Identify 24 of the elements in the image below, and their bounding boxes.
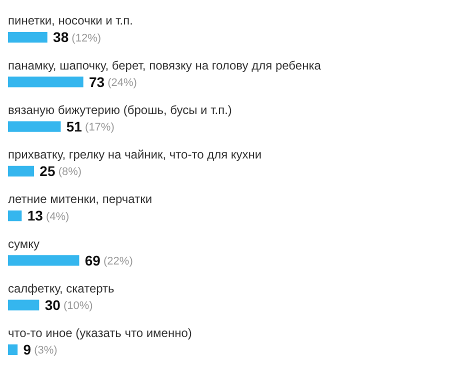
y-tick-label: что-то иное (указать что именно)	[8, 326, 192, 340]
data-label: 13 (4%)	[27, 208, 70, 224]
y-tick-label: сумку	[8, 236, 40, 251]
y-tick-label: вязаную бижутерию (брошь, бусы и т.п.)	[8, 102, 232, 117]
data-label: 38 (12%)	[53, 29, 102, 46]
data-label: 73 (24%)	[89, 74, 137, 90]
bar	[8, 344, 18, 356]
bar	[8, 300, 40, 310]
bar	[8, 121, 61, 132]
data-label: 30 (10%)	[44, 296, 93, 313]
bar	[8, 210, 22, 222]
y-tick-label: прихватку, грелку на чайник, что-то для кухни	[8, 148, 262, 162]
y-tick-label: летние митенки, перчатки	[8, 192, 152, 206]
bar	[8, 76, 84, 88]
y-tick-label: салфетку, скатерть	[8, 281, 114, 296]
data-label: 51 (17%)	[66, 118, 114, 134]
data-label: 9 (3%)	[23, 342, 58, 358]
data-label: 69 (22%)	[84, 252, 133, 268]
y-tick-label: пинетки, носочки и т.п.	[8, 14, 133, 28]
bar	[8, 255, 80, 266]
y-tick-label: панамку, шапочку, берет, повязку на голову для ребенка	[8, 58, 322, 72]
bar	[8, 166, 34, 177]
data-label: 25 (8%)	[40, 163, 82, 180]
bar	[8, 32, 48, 43]
